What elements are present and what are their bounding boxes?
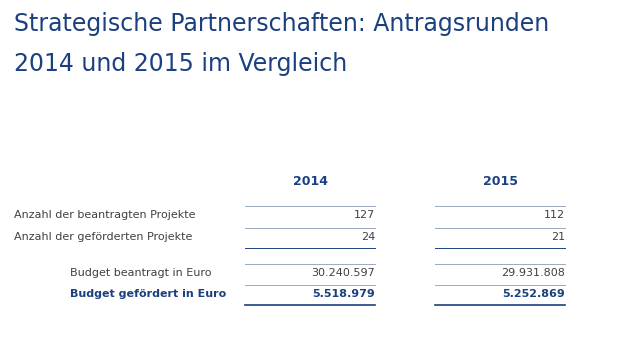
Text: 29.931.808: 29.931.808 (501, 268, 565, 278)
Text: 2015: 2015 (483, 175, 518, 188)
Text: 5.252.869: 5.252.869 (502, 289, 565, 299)
Text: 24: 24 (361, 232, 375, 242)
Text: 2014 und 2015 im Vergleich: 2014 und 2015 im Vergleich (14, 52, 348, 76)
Text: 5.518.979: 5.518.979 (312, 289, 375, 299)
Text: Budget gefördert in Euro: Budget gefördert in Euro (70, 289, 227, 299)
Text: Budget beantragt in Euro: Budget beantragt in Euro (70, 268, 211, 278)
Text: 21: 21 (551, 232, 565, 242)
Text: 112: 112 (544, 210, 565, 220)
Text: 2014: 2014 (292, 175, 328, 188)
Text: Strategische Partnerschaften: Antragsrunden: Strategische Partnerschaften: Antragsrun… (14, 12, 549, 36)
Text: 30.240.597: 30.240.597 (311, 268, 375, 278)
Text: Anzahl der beantragten Projekte: Anzahl der beantragten Projekte (14, 210, 195, 220)
Text: Anzahl der geförderten Projekte: Anzahl der geförderten Projekte (14, 232, 193, 242)
Text: 127: 127 (354, 210, 375, 220)
